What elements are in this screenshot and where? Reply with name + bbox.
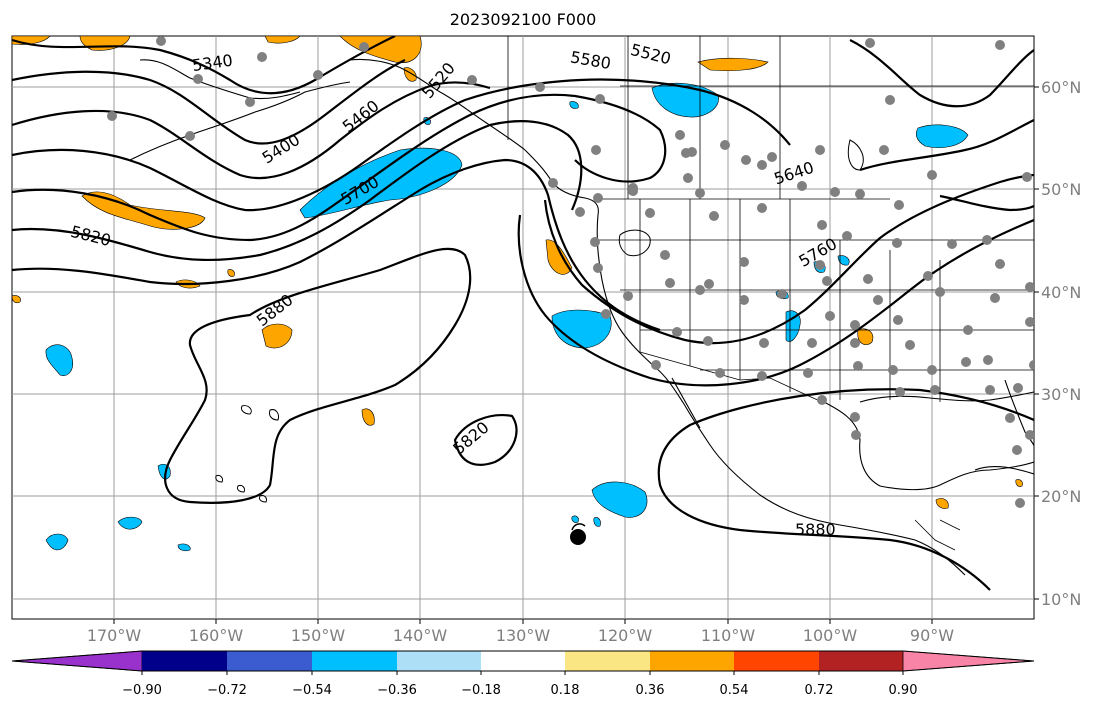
- colorbar-tick-label: −0.36: [377, 683, 417, 698]
- colorbar-segment: [397, 651, 481, 671]
- colorbar-right-extension: [902, 650, 1035, 672]
- colorbar-segment: [312, 651, 397, 671]
- lat-tick-label: 50°N: [1041, 180, 1081, 199]
- lon-tick-label: 120°W: [598, 626, 653, 645]
- latitude-labels: 60°N 50°N 40°N 30°N 20°N 10°N: [1041, 78, 1081, 609]
- lon-tick-label: 110°W: [701, 626, 756, 645]
- colorbar-segment: [650, 651, 734, 671]
- colorbar-segment: [565, 651, 650, 671]
- lon-tick-label: 170°W: [87, 626, 142, 645]
- colorbar: −0.90 −0.72 −0.54 −0.36 −0.18 0.18 0.36 …: [11, 650, 1035, 698]
- colorbar-tick-label: 0.90: [889, 683, 918, 698]
- colorbar-tick-label: 0.18: [551, 683, 580, 698]
- colorbar-segment: [481, 651, 565, 671]
- islands: [215, 139, 864, 503]
- colorbar-tick-label: −0.18: [461, 683, 501, 698]
- longitude-labels: 170°W 160°W 150°W 140°W 130°W 120°W 110°…: [87, 626, 954, 645]
- colorbar-tick-label: −0.90: [122, 683, 162, 698]
- colorbar-tick-label: 0.36: [636, 683, 665, 698]
- lat-tick-label: 60°N: [1041, 78, 1081, 97]
- colorbar-left-extension: [11, 650, 143, 672]
- colorbar-segment: [819, 651, 903, 671]
- colorbar-tick-label: 0.72: [805, 683, 834, 698]
- colorbar-tick-label: −0.72: [207, 683, 247, 698]
- colorbar-segment: [734, 651, 819, 671]
- lat-tick-label: 10°N: [1041, 590, 1081, 609]
- map-title: 2023092100 F000: [449, 10, 597, 29]
- gridlines: [12, 36, 1034, 619]
- lon-tick-label: 150°W: [291, 626, 346, 645]
- tropical-marker-tail: [571, 523, 586, 531]
- colorbar-segment: [227, 651, 312, 671]
- lat-tick-label: 20°N: [1041, 487, 1081, 506]
- contour-label: 5880: [795, 520, 836, 539]
- colorbar-segment: [142, 651, 227, 671]
- lon-tick-label: 140°W: [393, 626, 448, 645]
- tropical-system-marker: [570, 529, 586, 545]
- lat-tick-label: 30°N: [1041, 385, 1081, 404]
- lat-tick-label: 40°N: [1041, 283, 1081, 302]
- lon-tick-label: 90°W: [910, 626, 954, 645]
- country-state-borders: [507, 36, 1034, 551]
- station-dots: [107, 36, 1034, 508]
- tick-marks: [113, 86, 1039, 624]
- lon-tick-label: 160°W: [189, 626, 244, 645]
- lon-tick-label: 100°W: [803, 626, 858, 645]
- colorbar-tick-label: 0.54: [720, 683, 749, 698]
- lon-tick-label: 130°W: [496, 626, 551, 645]
- height-contours: [12, 36, 1034, 591]
- colorbar-tick-label: −0.54: [292, 683, 332, 698]
